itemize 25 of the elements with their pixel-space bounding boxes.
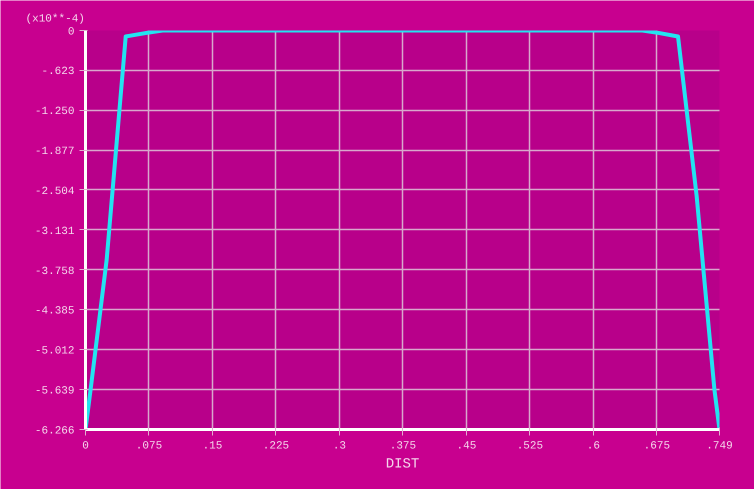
x-tick-label: .749 xyxy=(706,440,733,452)
x-tick-label: .6 xyxy=(586,440,600,452)
line-series xyxy=(86,30,720,430)
x-tick-label: .15 xyxy=(202,440,222,452)
y-tick-label: -6.266 xyxy=(34,426,75,438)
y-tick-label: -.623 xyxy=(41,66,75,78)
x-tick-label: 0 xyxy=(82,440,89,452)
x-axis-title: DIST xyxy=(386,456,420,472)
x-tick-label: .075 xyxy=(136,440,162,452)
y-tick-label: -1.250 xyxy=(34,106,75,118)
y-tick-label: -4.385 xyxy=(34,306,75,318)
y-tick-label: -5.639 xyxy=(34,386,75,398)
x-tick-label: .375 xyxy=(390,440,416,452)
x-tick-label: .675 xyxy=(644,440,670,452)
x-tick-label: .525 xyxy=(516,440,544,452)
y-tick-label: -3.131 xyxy=(34,226,75,238)
y-axis-title: (x10**-4) xyxy=(26,14,85,26)
y-tick-label: -3.758 xyxy=(34,266,75,278)
y-tick-label: 0 xyxy=(68,26,75,38)
x-tick-label: .225 xyxy=(262,440,290,452)
x-tick-label: .45 xyxy=(456,440,476,452)
y-tick-label: -1.877 xyxy=(34,146,75,158)
y-tick-label: -5.012 xyxy=(34,346,75,358)
x-tick-label: .3 xyxy=(332,440,346,452)
y-tick-label: -2.504 xyxy=(34,186,75,198)
